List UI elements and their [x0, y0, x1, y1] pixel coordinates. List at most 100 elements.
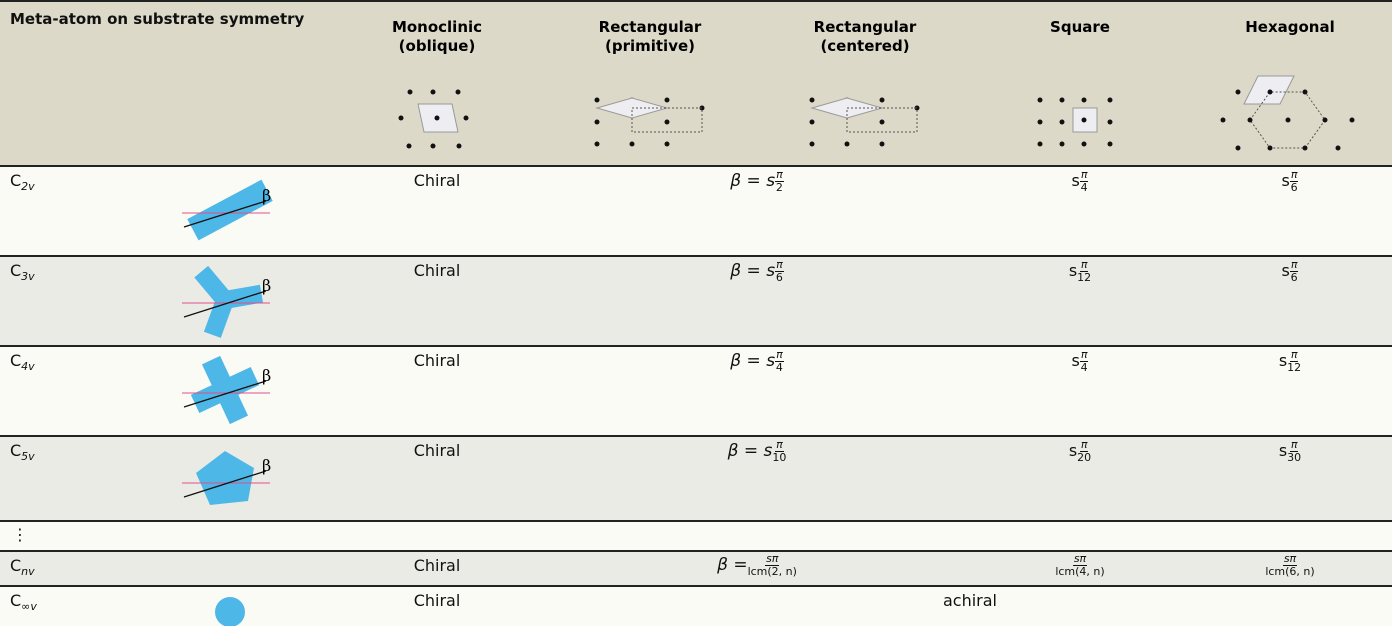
formula-prefix: s [1278, 441, 1288, 460]
fraction: sπ lcm(4, n) [1055, 553, 1104, 578]
meta-atom-shape: β [182, 179, 273, 241]
formula-lhs: β = s [730, 261, 776, 281]
lattice-diagrams [398, 75, 1355, 151]
formula-prefix: s [1068, 261, 1078, 280]
angle-label: β [262, 366, 271, 385]
meta-atom-shape: β [182, 265, 271, 338]
formula: β = s π 10 [677, 439, 837, 464]
denominator: 12 [1077, 271, 1092, 284]
numerator: sπ [765, 552, 780, 566]
formula-lhs: β = s [727, 441, 773, 461]
symbol-subscript: 4v [21, 360, 35, 374]
denominator: 4 [1080, 361, 1088, 374]
denominator: 6 [1290, 271, 1298, 284]
angle-label: β [262, 276, 271, 295]
formula-prefix: s [1281, 261, 1290, 280]
symbol-subscript: ∞v [21, 600, 37, 614]
denominator: 2 [775, 181, 783, 194]
numerator: π [775, 438, 784, 452]
numerator: π [1079, 438, 1089, 452]
symmetry-label: C∞v [10, 591, 37, 613]
symbol: C [10, 351, 22, 370]
row-rule [0, 585, 1392, 587]
denominator: 4 [775, 361, 783, 374]
column-header: Rectangular (primitive) [598, 18, 702, 55]
formula: sπ lcm(4, n) [1000, 553, 1160, 578]
symbol: C [10, 261, 22, 280]
denominator: 20 [1077, 451, 1092, 464]
row-rule [0, 165, 1392, 167]
symbol: C [10, 556, 22, 575]
column-header: Monoclinic (oblique) [391, 18, 483, 55]
numerator: π [1079, 348, 1089, 362]
symmetry-label: Cnv [10, 556, 35, 578]
formula-prefix: s [1068, 441, 1078, 460]
numerator: π [775, 348, 784, 362]
monoclinic-cell: Chiral [413, 591, 461, 610]
numerator: sπ [1282, 552, 1298, 566]
formula: s π 20 [1000, 439, 1160, 464]
fraction: π 30 [1287, 439, 1301, 464]
denominator: 6 [1290, 181, 1298, 194]
formula-lhs: β = [717, 555, 748, 575]
fraction: π 12 [1077, 259, 1091, 284]
symmetry-label: C5v [10, 441, 35, 463]
denominator: 6 [775, 271, 783, 284]
numerator: π [1289, 258, 1299, 272]
fraction: sπ lcm(6, n) [1265, 553, 1314, 578]
formula-lhs: β = s [730, 171, 776, 191]
numerator: sπ [1072, 552, 1088, 566]
ellipsis: ⋮ [12, 525, 28, 544]
denominator: lcm(2, n) [747, 565, 797, 578]
symbol-subscript: 2v [21, 180, 35, 194]
formula: β = sπ lcm(2, n) [677, 553, 837, 578]
numerator: π [775, 168, 784, 182]
formula: s π 12 [1000, 259, 1160, 284]
row-band [0, 550, 1392, 585]
formula: s π 30 [1210, 439, 1370, 464]
row-band [0, 520, 1392, 550]
monoclinic-cell: Chiral [413, 171, 461, 190]
formula-prefix: s [1071, 171, 1080, 190]
denominator: lcm(6, n) [1265, 565, 1315, 578]
symbol: C [10, 591, 22, 610]
denominator: 4 [1080, 181, 1088, 194]
formula-prefix: s [1071, 351, 1080, 370]
column-header: Hexagonal [1245, 18, 1335, 36]
column-header: Rectangular (centered) [813, 18, 917, 55]
fraction: π 12 [1287, 349, 1301, 374]
fraction: π 20 [1077, 439, 1091, 464]
row-rule [0, 345, 1392, 347]
fraction: π 10 [772, 439, 786, 464]
symmetry-label: C4v [10, 351, 35, 373]
achiral-cell: achiral [942, 591, 997, 610]
row-rule [0, 520, 1392, 522]
meta-atom-circle [215, 597, 245, 626]
angle-label: β [262, 456, 271, 475]
formula: s π 12 [1210, 349, 1370, 374]
row-rule [0, 550, 1392, 552]
denominator: 30 [1287, 451, 1302, 464]
formula: sπ lcm(6, n) [1210, 553, 1370, 578]
symbol-subscript: 3v [21, 270, 35, 284]
header-band [0, 0, 1392, 165]
denominator: lcm(4, n) [1055, 565, 1105, 578]
symbol: C [10, 441, 22, 460]
formula-prefix: s [1278, 351, 1288, 370]
monoclinic-cell: Chiral [413, 441, 461, 460]
fraction: sπ lcm(2, n) [748, 553, 797, 578]
numerator: π [775, 258, 784, 272]
denominator: 10 [772, 451, 787, 464]
top-rule [0, 0, 1392, 2]
